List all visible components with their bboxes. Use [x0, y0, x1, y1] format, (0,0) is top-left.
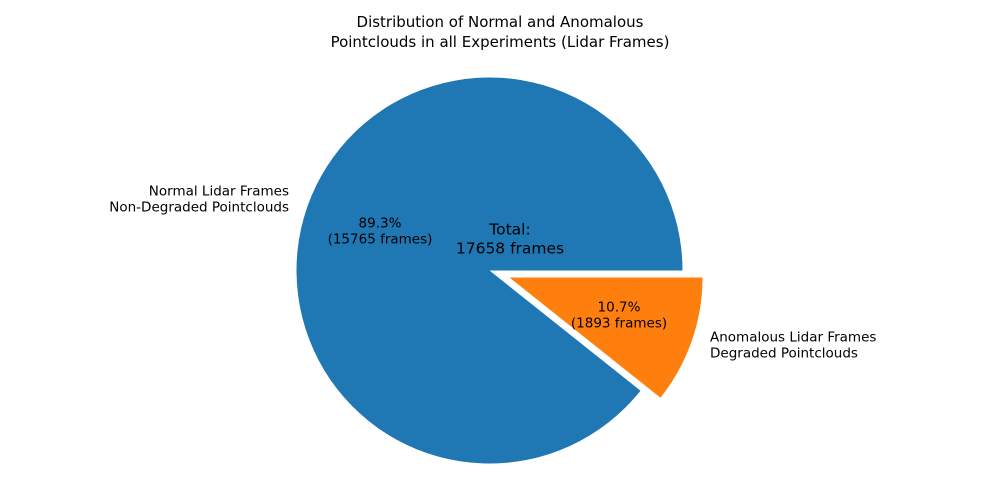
- total-frames-text: Total: 17658 frames: [455, 220, 565, 258]
- pct-label-normal: 89.3% (15765 frames): [327, 215, 433, 248]
- slice-label-normal: Normal Lidar Frames Non-Degraded Pointcl…: [109, 183, 289, 216]
- pie-slice-anomalous: [509, 277, 703, 398]
- chart-title: Distribution of Normal and Anomalous Poi…: [330, 13, 670, 52]
- pct-label-anomalous: 10.7% (1893 frames): [570, 299, 668, 332]
- pie-slice-normal: [296, 77, 683, 464]
- slice-label-anomalous: Anomalous Lidar Frames Degraded Pointclo…: [710, 329, 877, 362]
